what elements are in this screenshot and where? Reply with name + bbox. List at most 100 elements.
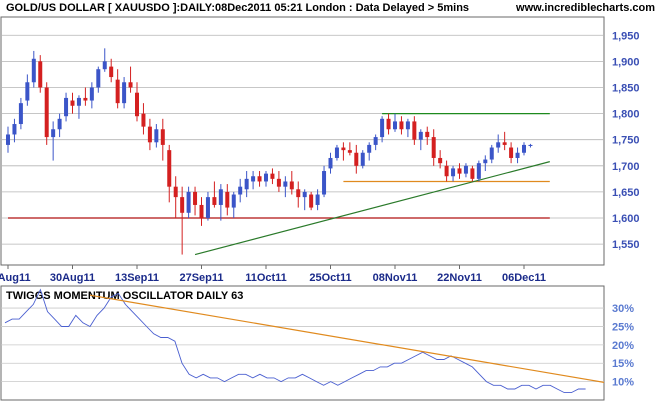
price-y-tick: 1,800 bbox=[612, 109, 640, 121]
osc-y-tick: 10% bbox=[612, 377, 634, 389]
candle-body bbox=[76, 97, 81, 106]
candle-body bbox=[425, 131, 430, 138]
site-url[interactable]: www.incrediblecharts.com bbox=[516, 2, 655, 14]
candle-body bbox=[515, 152, 520, 158]
candle-body bbox=[283, 181, 288, 187]
candle-body bbox=[115, 79, 120, 104]
candle-body bbox=[380, 118, 385, 138]
candle-body bbox=[322, 171, 327, 195]
candle-body bbox=[528, 144, 533, 146]
candle-body bbox=[225, 191, 230, 208]
price-panel bbox=[0, 16, 605, 266]
candle-body bbox=[122, 82, 127, 104]
osc-y-tick: 20% bbox=[612, 340, 634, 352]
candle-body bbox=[393, 121, 397, 130]
candle-body bbox=[167, 150, 172, 187]
candle-body bbox=[483, 159, 488, 164]
candle-body bbox=[341, 147, 346, 151]
oscillator-panel bbox=[0, 285, 605, 401]
candle-body bbox=[83, 97, 88, 101]
candle-body bbox=[135, 92, 139, 117]
candle-body bbox=[367, 144, 372, 153]
candle-body bbox=[180, 197, 185, 213]
candle-body bbox=[109, 66, 114, 78]
candle-body bbox=[186, 191, 191, 213]
candle-body bbox=[347, 150, 352, 153]
candle-body bbox=[147, 126, 152, 143]
candle-body bbox=[522, 144, 526, 153]
candle-body bbox=[489, 147, 494, 160]
candle-body bbox=[212, 197, 217, 205]
candle-body bbox=[373, 137, 378, 145]
candle-body bbox=[244, 178, 249, 190]
osc-y-tick: 25% bbox=[612, 321, 634, 333]
candle-body bbox=[31, 58, 36, 83]
chart-title: GOLD/US DOLLAR [ XAUUSDO ]:DAILY:08Dec20… bbox=[6, 2, 470, 14]
candle-body bbox=[431, 137, 436, 158]
candle-body bbox=[354, 152, 359, 166]
candle-body bbox=[289, 181, 294, 190]
candle-body bbox=[70, 100, 75, 106]
candle-body bbox=[399, 121, 404, 130]
candle-body bbox=[418, 131, 423, 140]
candle-body bbox=[238, 186, 243, 195]
price-trendline bbox=[194, 161, 550, 256]
candle-body bbox=[328, 157, 333, 169]
candle-body bbox=[360, 152, 365, 166]
candle-body bbox=[141, 113, 146, 127]
candle-body bbox=[509, 147, 514, 158]
candle-body bbox=[296, 189, 301, 198]
candle-body bbox=[496, 142, 501, 148]
osc-y-tick: 30% bbox=[612, 303, 634, 315]
price-y-tick: 1,850 bbox=[612, 82, 640, 94]
oscillator-title: TWIGGS MOMENTUM OSCILLATOR DAILY 63 bbox=[6, 290, 243, 302]
candle-body bbox=[64, 97, 69, 117]
candle-body bbox=[457, 168, 462, 174]
x-tick-label: 06Dec11 bbox=[502, 272, 546, 284]
candle-body bbox=[38, 61, 43, 88]
candle-body bbox=[57, 118, 62, 130]
candle-body bbox=[315, 194, 320, 205]
candle-body bbox=[218, 189, 223, 205]
candle-body bbox=[438, 157, 443, 164]
candle-body bbox=[102, 61, 107, 70]
candle-body bbox=[51, 129, 56, 138]
candle-body bbox=[89, 87, 94, 101]
candle-body bbox=[96, 69, 101, 88]
candle-body bbox=[444, 165, 449, 177]
price-y-tick: 1,900 bbox=[612, 56, 640, 68]
x-tick-label: 25Oct11 bbox=[309, 272, 351, 284]
x-tick-label: 27Sep11 bbox=[179, 272, 223, 284]
price-y-tick: 1,700 bbox=[612, 161, 640, 173]
x-tick-label: 30Aug11 bbox=[50, 272, 95, 284]
candle-body bbox=[264, 173, 268, 182]
candle-body bbox=[412, 121, 417, 140]
price-y-tick: 1,650 bbox=[612, 187, 640, 199]
candle-body bbox=[25, 82, 30, 101]
candle-body bbox=[154, 129, 159, 143]
candle-body bbox=[199, 204, 204, 219]
candle-body bbox=[193, 191, 198, 205]
candle-body bbox=[386, 118, 391, 130]
oscillator-trendline bbox=[89, 294, 605, 383]
x-tick-label: 13Sep11 bbox=[115, 272, 159, 284]
candle-body bbox=[502, 142, 507, 145]
candle-body bbox=[173, 186, 178, 198]
candle-body bbox=[12, 124, 17, 135]
x-tick-label: 22Nov11 bbox=[437, 272, 482, 284]
candle-body bbox=[463, 165, 468, 174]
candle-body bbox=[251, 176, 256, 182]
osc-y-tick: 15% bbox=[612, 358, 634, 370]
candle-body bbox=[160, 129, 165, 145]
candle-body bbox=[276, 178, 281, 187]
candle-body bbox=[18, 103, 23, 125]
price-y-tick: 1,750 bbox=[612, 135, 640, 147]
candle-body bbox=[476, 163, 481, 179]
candle-body bbox=[309, 194, 314, 208]
candle-body bbox=[6, 134, 10, 145]
candle-body bbox=[470, 168, 475, 179]
candle-body bbox=[451, 168, 456, 177]
price-y-tick: 1,600 bbox=[612, 213, 640, 225]
x-tick-label: 16Aug11 bbox=[0, 272, 31, 284]
